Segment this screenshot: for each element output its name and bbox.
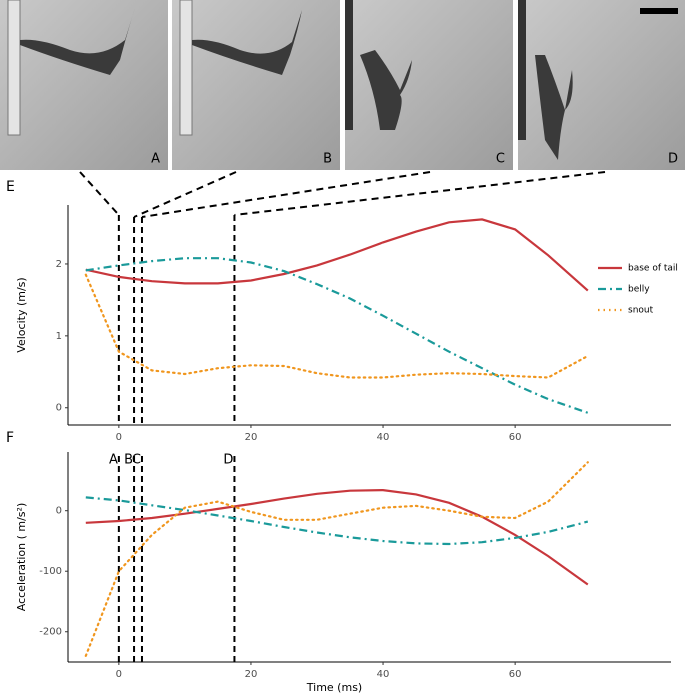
x-tick-label: 20 (245, 669, 258, 680)
event-label: C (132, 453, 141, 468)
y-axis-title: Acceleration ( m/s²) (15, 503, 28, 612)
x-tick-label: 20 (245, 432, 258, 443)
series-line (84, 461, 589, 657)
x-tick-label: 40 (377, 669, 390, 680)
photo-label: B (323, 152, 332, 167)
panel-label: E (6, 179, 15, 195)
legend-label: snout (628, 306, 654, 316)
connector (133, 171, 237, 218)
legend-label: base of tail (628, 264, 678, 274)
event-label: D (223, 453, 233, 468)
photo-label: D (668, 152, 678, 167)
y-tick-label: -200 (39, 627, 62, 638)
photo-panel (0, 0, 168, 170)
photo-label: C (496, 152, 505, 167)
x-tick-label: 0 (116, 432, 122, 443)
x-tick-label: 60 (509, 669, 522, 680)
y-tick-label: 0 (56, 403, 62, 414)
series-line (85, 496, 589, 546)
panel-label: F (6, 430, 14, 446)
x-tick-label: 40 (377, 432, 390, 443)
y-tick-label: 0 (56, 506, 62, 517)
legend-label: belly (628, 285, 650, 295)
photo-label: A (151, 152, 160, 167)
x-tick-label: 0 (116, 669, 122, 680)
y-axis-title: Velocity (m/s) (15, 277, 28, 352)
connector (234, 171, 606, 216)
event-label: B (124, 453, 133, 468)
y-tick-label: -100 (39, 566, 62, 577)
x-tick-label: 60 (509, 432, 522, 443)
y-tick-label: 2 (56, 259, 62, 270)
photo-panel (345, 0, 513, 170)
x-axis-title: Time (ms) (306, 681, 362, 694)
series-line (85, 257, 589, 414)
photo-panel (518, 0, 685, 170)
series-line (84, 273, 589, 379)
connector (141, 171, 431, 218)
photo-panel (172, 0, 340, 170)
series-line (85, 218, 589, 292)
y-tick-label: 1 (56, 331, 62, 342)
connector (79, 171, 120, 216)
event-label: A (109, 453, 118, 468)
series-line (85, 488, 589, 586)
